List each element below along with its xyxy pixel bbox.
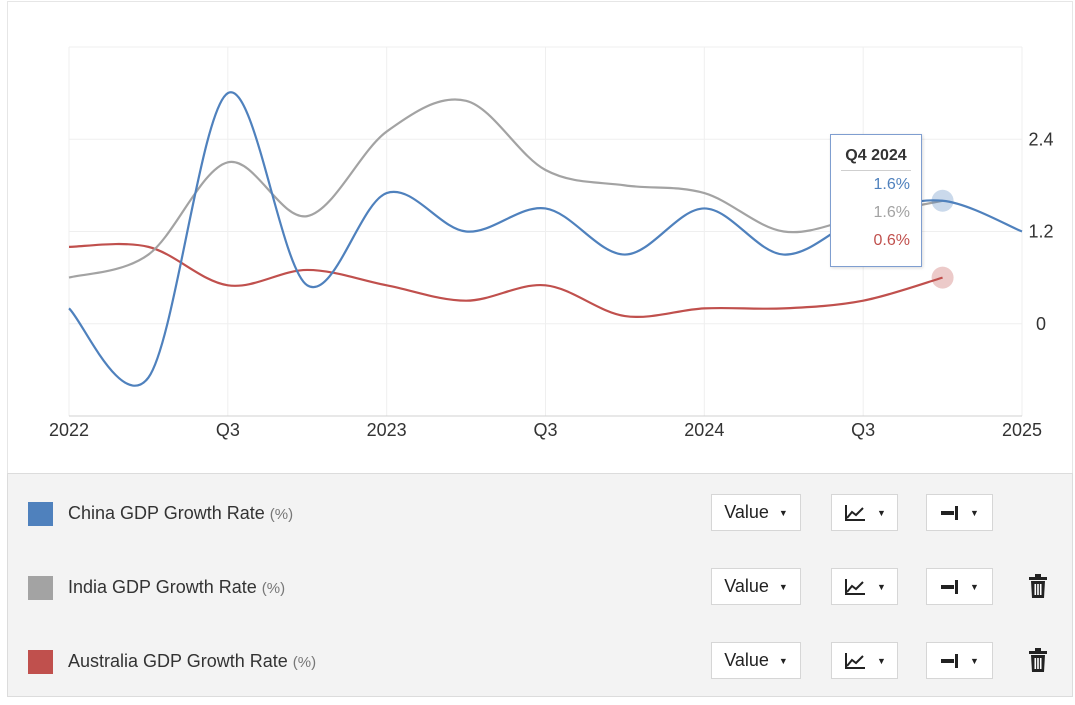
hover-marker — [931, 189, 954, 212]
series-label: India GDP Growth Rate (%) — [68, 577, 286, 597]
caret-down-icon: ▼ — [877, 655, 886, 666]
caret-down-icon: ▼ — [970, 655, 979, 666]
line-chart-icon — [845, 652, 866, 669]
tooltip-title: Q4 2024 — [841, 147, 911, 171]
caret-down-icon: ▼ — [778, 655, 788, 666]
line-chart-icon — [845, 504, 866, 521]
series-color-swatch[interactable] — [28, 650, 53, 674]
y-tick-label: 2.4 — [1028, 129, 1053, 149]
series-label: China GDP Growth Rate (%) — [68, 503, 294, 523]
y-tick-label: 1.2 — [1028, 222, 1053, 242]
axis-dropdown[interactable]: ▼ — [926, 494, 993, 531]
chart-frame — [7, 1, 1073, 473]
chart-tooltip: Q4 2024 1.6% 1.6% 0.6% — [830, 134, 922, 267]
caret-down-icon: ▼ — [778, 507, 788, 518]
series-unit: (%) — [292, 654, 317, 671]
tooltip-value-china: 1.6% — [873, 176, 910, 193]
caret-down-icon: ▼ — [877, 581, 886, 592]
value-dropdown[interactable]: Value ▼ — [711, 642, 801, 679]
legend-row-australia: Australia GDP Growth Rate (%) Value ▼ ▼ ▼ — [8, 642, 1072, 682]
trash-icon[interactable] — [1027, 573, 1049, 599]
x-tick-label: 2023 — [367, 420, 407, 440]
series-label: Australia GDP Growth Rate (%) — [68, 651, 317, 671]
tooltip-value-india: 1.6% — [873, 204, 910, 221]
x-tick-label: 2025 — [1002, 420, 1042, 440]
axis-dropdown[interactable]: ▼ — [926, 642, 993, 679]
x-tick-label: 2024 — [684, 420, 724, 440]
caret-down-icon: ▼ — [970, 507, 979, 518]
axis-dropdown[interactable]: ▼ — [926, 568, 993, 605]
caret-down-icon: ▼ — [877, 507, 886, 518]
value-dropdown[interactable]: Value ▼ — [711, 494, 801, 531]
x-tick-label: Q3 — [533, 420, 557, 440]
series-legend-panel: China GDP Growth Rate (%) Value ▼ ▼ ▼ Indi… — [7, 473, 1073, 697]
trash-icon[interactable] — [1027, 647, 1049, 673]
x-tick-label: Q3 — [216, 420, 240, 440]
caret-down-icon: ▼ — [778, 581, 788, 592]
legend-row-china: China GDP Growth Rate (%) Value ▼ ▼ ▼ — [8, 494, 1072, 534]
series-line-australia — [68, 242, 943, 318]
axis-right-icon — [941, 579, 959, 594]
y-tick-label: 0 — [1036, 314, 1046, 334]
axis-right-icon — [941, 505, 959, 520]
line-chart: 2022 Q3 2023 Q3 2024 Q3 2025 2.4 1.2 0 — [49, 46, 1054, 440]
series-line-india — [68, 98, 943, 279]
x-tick-label: Q3 — [851, 420, 875, 440]
axis-right-icon — [941, 653, 959, 668]
x-tick-label: 2022 — [49, 420, 89, 440]
caret-down-icon: ▼ — [970, 581, 979, 592]
series-color-swatch[interactable] — [28, 576, 53, 600]
legend-row-india: India GDP Growth Rate (%) Value ▼ ▼ ▼ — [8, 568, 1072, 608]
series-unit: (%) — [261, 580, 286, 597]
hover-marker — [931, 266, 954, 289]
series-unit: (%) — [269, 506, 294, 523]
line-chart-icon — [845, 578, 866, 595]
value-dropdown[interactable]: Value ▼ — [711, 568, 801, 605]
series-color-swatch[interactable] — [28, 502, 53, 526]
chart-type-dropdown[interactable]: ▼ — [831, 568, 898, 605]
chart-type-dropdown[interactable]: ▼ — [831, 494, 898, 531]
tooltip-value-australia: 0.6% — [873, 232, 910, 249]
chart-type-dropdown[interactable]: ▼ — [831, 642, 898, 679]
